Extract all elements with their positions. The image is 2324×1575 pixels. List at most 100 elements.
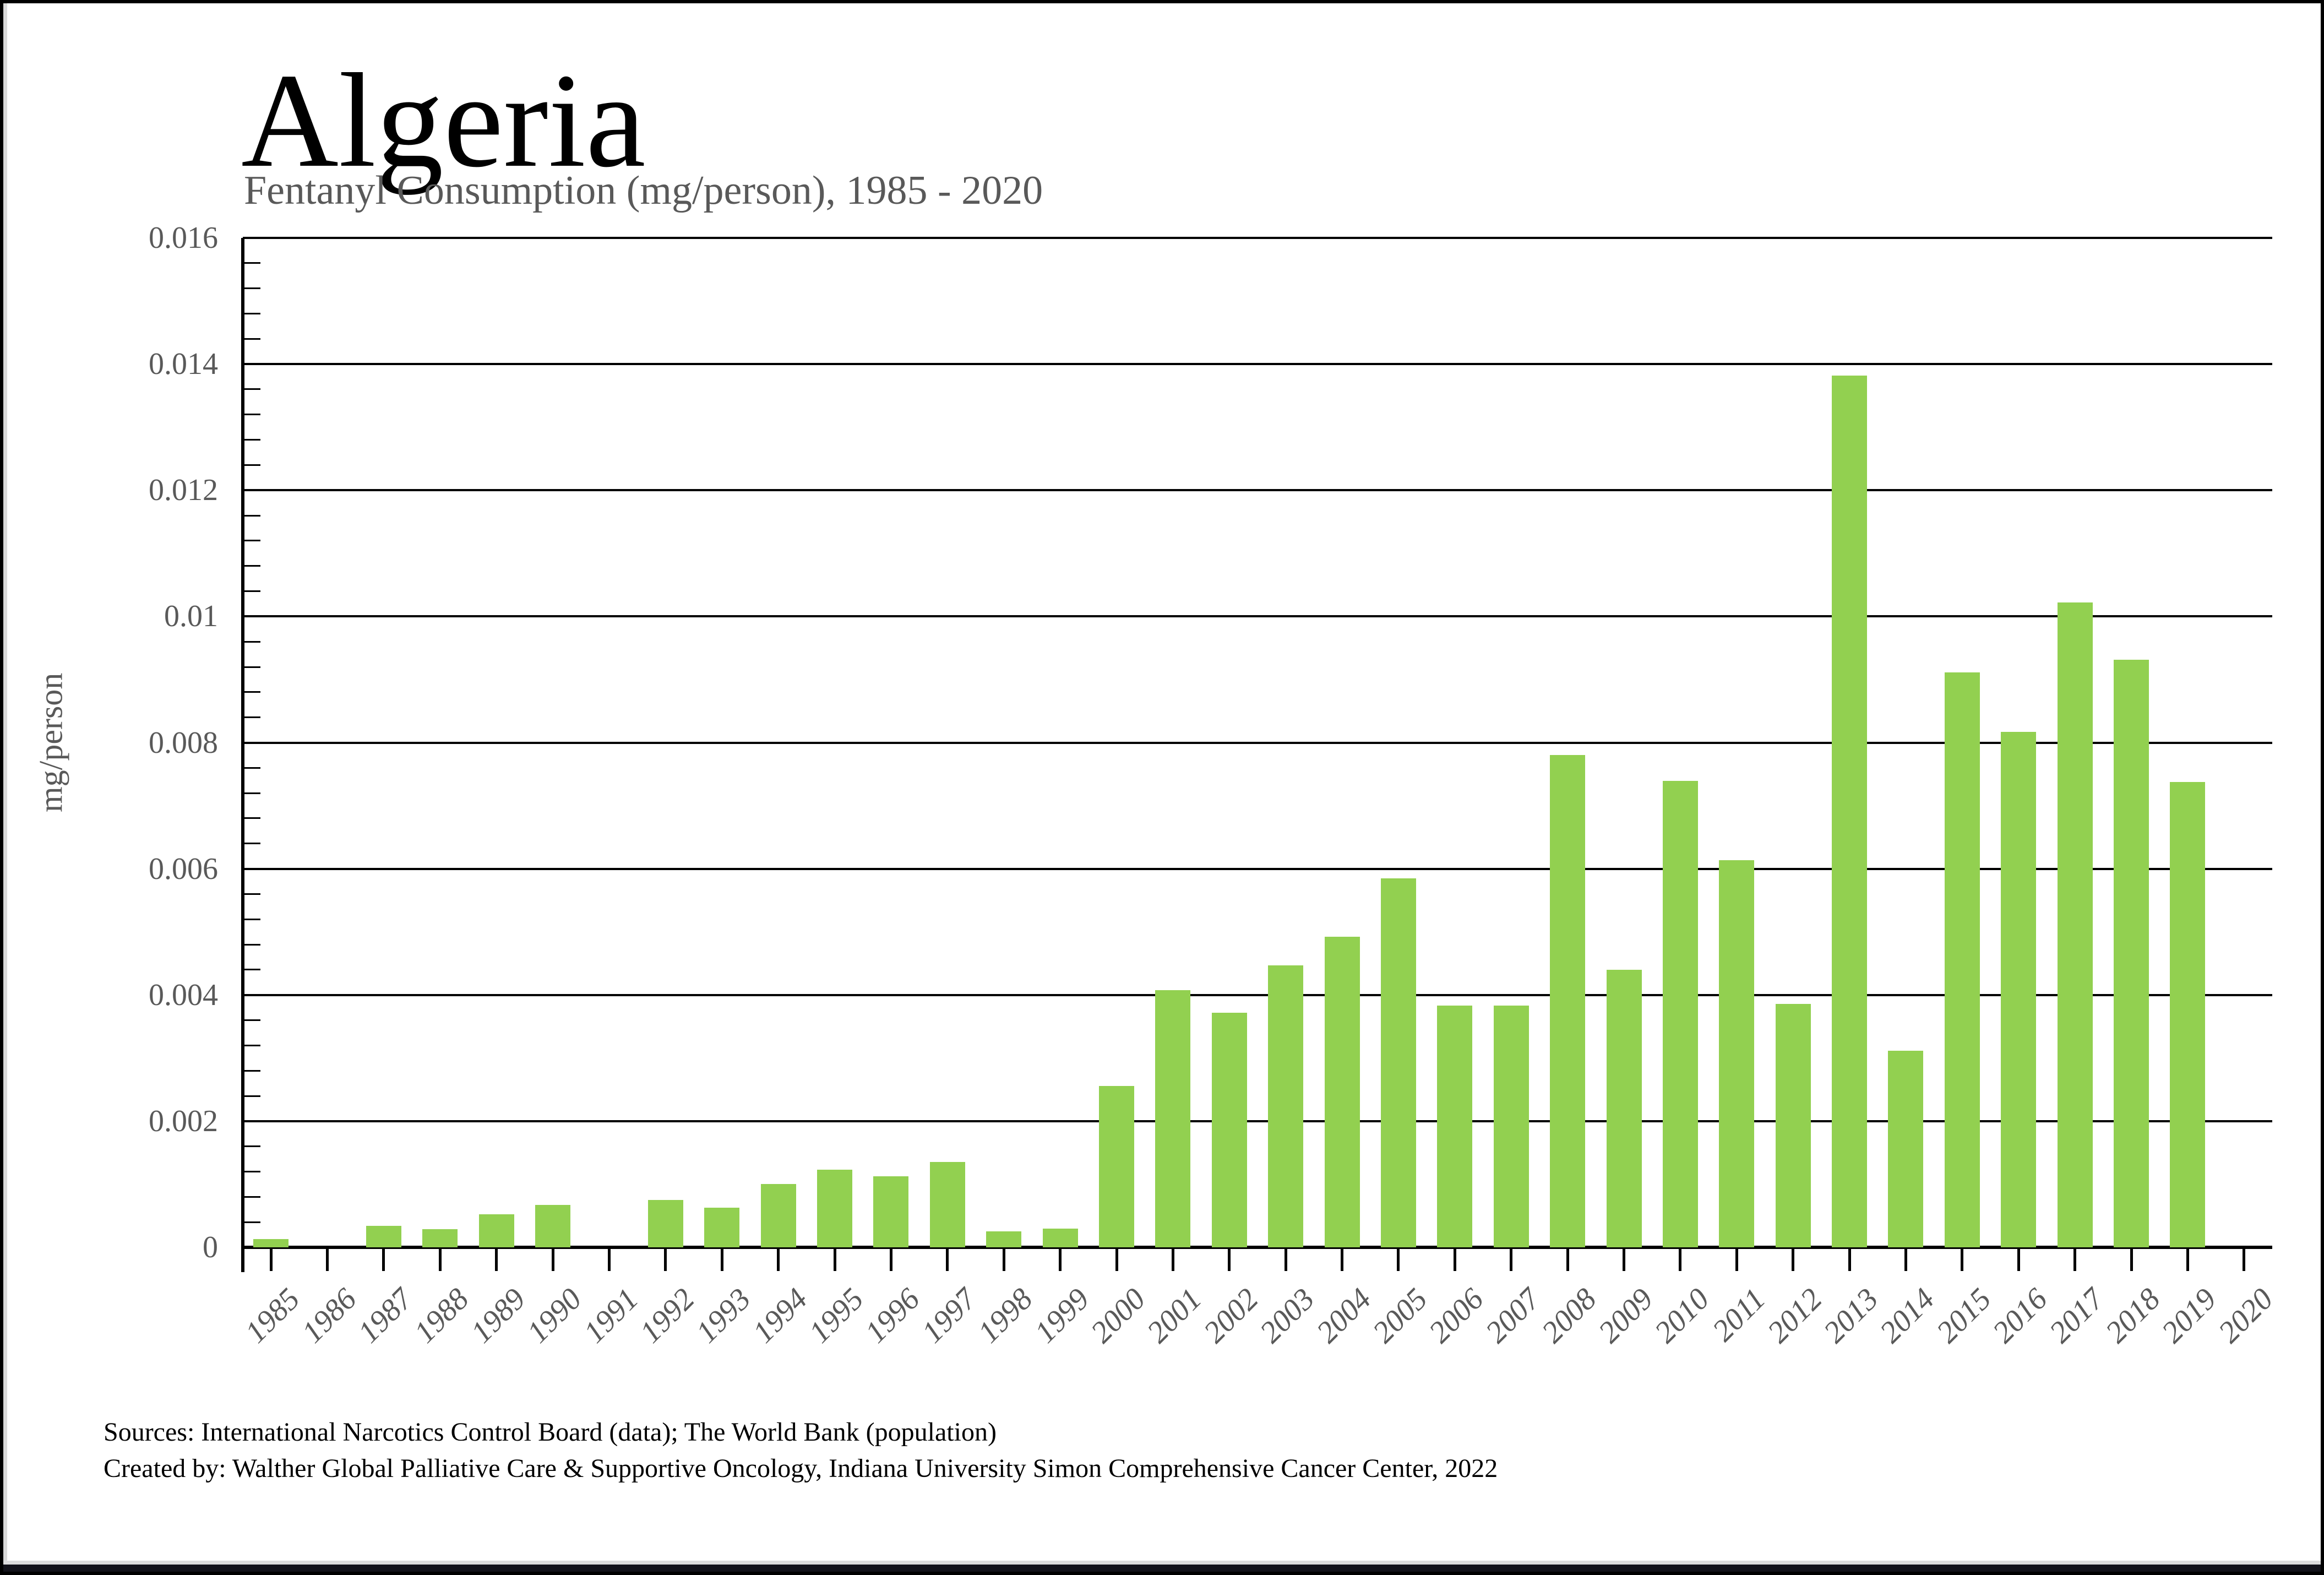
bar-2001: [1155, 990, 1191, 1247]
x-tick-2005: [1397, 1249, 1400, 1271]
x-tick-1999: [1059, 1249, 1062, 1271]
y-minor-tick: [243, 767, 260, 769]
y-minor-tick: [243, 312, 260, 314]
bar-2000: [1099, 1085, 1135, 1247]
y-tick-label-0.014: 0.014: [149, 347, 218, 382]
x-tick-2016: [2017, 1249, 2020, 1271]
x-tick-1987: [382, 1249, 385, 1271]
y-tick-label-0.016: 0.016: [149, 221, 218, 255]
bar-2009: [1606, 969, 1642, 1247]
y-tick-label-0.002: 0.002: [149, 1104, 218, 1138]
y-minor-tick: [243, 1019, 260, 1022]
y-minor-tick: [243, 1095, 260, 1097]
gridline-0.002: [243, 1120, 2272, 1122]
bar-2019: [2170, 781, 2206, 1247]
y-minor-tick: [243, 843, 260, 845]
y-minor-tick: [243, 1145, 260, 1148]
bar-2008: [1550, 755, 1586, 1247]
x-tick-2002: [1228, 1249, 1231, 1271]
y-tick-label-0.008: 0.008: [149, 725, 218, 760]
y-tick-label-0.006: 0.006: [149, 851, 218, 886]
gridline-0.012: [243, 489, 2272, 492]
chart-subtitle: Fentanyl Consumption (mg/person), 1985 -…: [244, 168, 1043, 213]
y-minor-tick: [243, 716, 260, 719]
x-tick-2012: [1792, 1249, 1795, 1271]
bar-2010: [1662, 781, 1698, 1247]
x-tick-2020: [2243, 1249, 2246, 1271]
x-tick-1996: [889, 1249, 892, 1271]
y-minor-tick: [243, 666, 260, 668]
y-minor-tick: [243, 1069, 260, 1072]
y-minor-tick: [243, 893, 260, 895]
bar-1998: [986, 1231, 1022, 1247]
window-left-edge: [3, 3, 7, 1572]
bar-1990: [535, 1205, 571, 1247]
chart-title: Algeria: [241, 46, 646, 195]
bar-1994: [760, 1184, 796, 1247]
window-bottom-edge-light: [3, 1561, 2321, 1565]
created-by-line: Created by: Walther Global Palliative Ca…: [104, 1454, 1498, 1483]
x-tick-2014: [1904, 1249, 1907, 1271]
y-minor-tick: [243, 414, 260, 416]
y-minor-tick: [243, 262, 260, 264]
bar-2002: [1211, 1012, 1247, 1247]
x-tick-2010: [1679, 1249, 1682, 1271]
y-minor-tick: [243, 1221, 260, 1223]
x-tick-1985: [269, 1249, 273, 1271]
y-minor-tick: [243, 388, 260, 390]
y-minor-tick: [243, 1044, 260, 1046]
y-minor-tick: [243, 1196, 260, 1198]
y-minor-tick: [243, 1171, 260, 1173]
x-tick-2007: [1510, 1249, 1513, 1271]
x-tick-1998: [1002, 1249, 1005, 1271]
bar-2013: [1832, 375, 1868, 1247]
x-tick-1991: [608, 1249, 611, 1271]
y-minor-tick: [243, 918, 260, 920]
y-minor-tick: [243, 464, 260, 466]
bar-2004: [1324, 937, 1360, 1247]
x-tick-2003: [1284, 1249, 1287, 1271]
gridline-0.01: [243, 615, 2272, 618]
gridline-0.004: [243, 993, 2272, 996]
bar-1995: [817, 1170, 853, 1247]
bar-1992: [647, 1200, 683, 1247]
x-tick-2001: [1171, 1249, 1174, 1271]
x-tick-1995: [833, 1249, 836, 1271]
x-tick-2017: [2073, 1249, 2077, 1271]
y-minor-tick: [243, 287, 260, 290]
x-tick-1988: [438, 1249, 442, 1271]
x-tick-2015: [1961, 1249, 1964, 1271]
bar-2015: [1944, 672, 1980, 1247]
bar-1993: [704, 1207, 740, 1247]
x-tick-1994: [777, 1249, 780, 1271]
y-tick-label-0.004: 0.004: [149, 977, 218, 1012]
y-minor-tick: [243, 691, 260, 693]
x-tick-2018: [2130, 1249, 2133, 1271]
y-minor-tick: [243, 338, 260, 340]
y-minor-tick: [243, 439, 260, 441]
x-tick-2013: [1848, 1249, 1851, 1271]
bar-2012: [1775, 1003, 1811, 1247]
bar-2005: [1380, 878, 1416, 1247]
y-minor-tick: [243, 792, 260, 794]
y-tick-label-0.012: 0.012: [149, 473, 218, 508]
sources-line: Sources: International Narcotics Control…: [104, 1418, 997, 1447]
gridline-0.016: [243, 237, 2272, 239]
bar-1999: [1042, 1228, 1078, 1247]
y-axis-line: [241, 238, 244, 1272]
x-tick-2009: [1623, 1249, 1626, 1271]
bar-2017: [2057, 602, 2093, 1247]
bar-2014: [1888, 1050, 1924, 1247]
bar-1985: [253, 1239, 289, 1247]
x-tick-1990: [551, 1249, 554, 1271]
x-tick-2019: [2186, 1249, 2189, 1271]
y-minor-tick: [243, 565, 260, 567]
x-tick-1997: [946, 1249, 949, 1271]
x-axis-line: [241, 1246, 2272, 1249]
bar-2018: [2114, 660, 2149, 1247]
x-tick-2000: [1115, 1249, 1118, 1271]
x-tick-1986: [326, 1249, 329, 1271]
sources-footer: Sources: International Narcotics Control…: [104, 1414, 1498, 1487]
y-minor-tick: [243, 817, 260, 819]
bar-2016: [2001, 732, 2037, 1247]
